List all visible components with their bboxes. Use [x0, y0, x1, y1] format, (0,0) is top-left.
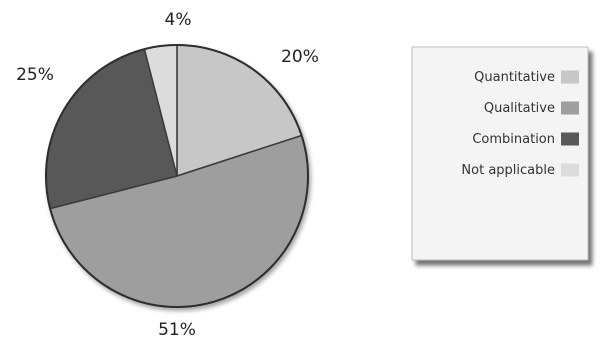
pie-outline [45, 44, 309, 308]
legend-swatch-combination [561, 132, 579, 146]
pie-label-qualitative: 51% [158, 320, 196, 340]
legend-label-not-applicable: Not applicable [461, 163, 555, 178]
legend-items: Quantitative Qualitative Combination Not ap… [461, 70, 579, 178]
pie-percent-labels: 20% 51% 25% 4% [16, 10, 319, 340]
legend: Quantitative Qualitative Combination Not ap… [411, 46, 589, 261]
pie-label-quantitative: 20% [281, 47, 319, 67]
pie-slices [45, 44, 309, 308]
legend-box [411, 46, 589, 261]
pie-label-not-applicable: 4% [165, 10, 192, 30]
legend-label-qualitative: Qualitative [484, 101, 555, 116]
legend-swatch-qualitative [561, 101, 579, 115]
legend-swatch-not-applicable [561, 163, 579, 177]
legend-label-quantitative: Quantitative [474, 70, 555, 85]
legend-label-combination: Combination [472, 132, 555, 147]
legend-swatch-quantitative [561, 70, 579, 84]
pie-label-combination: 25% [16, 65, 54, 85]
